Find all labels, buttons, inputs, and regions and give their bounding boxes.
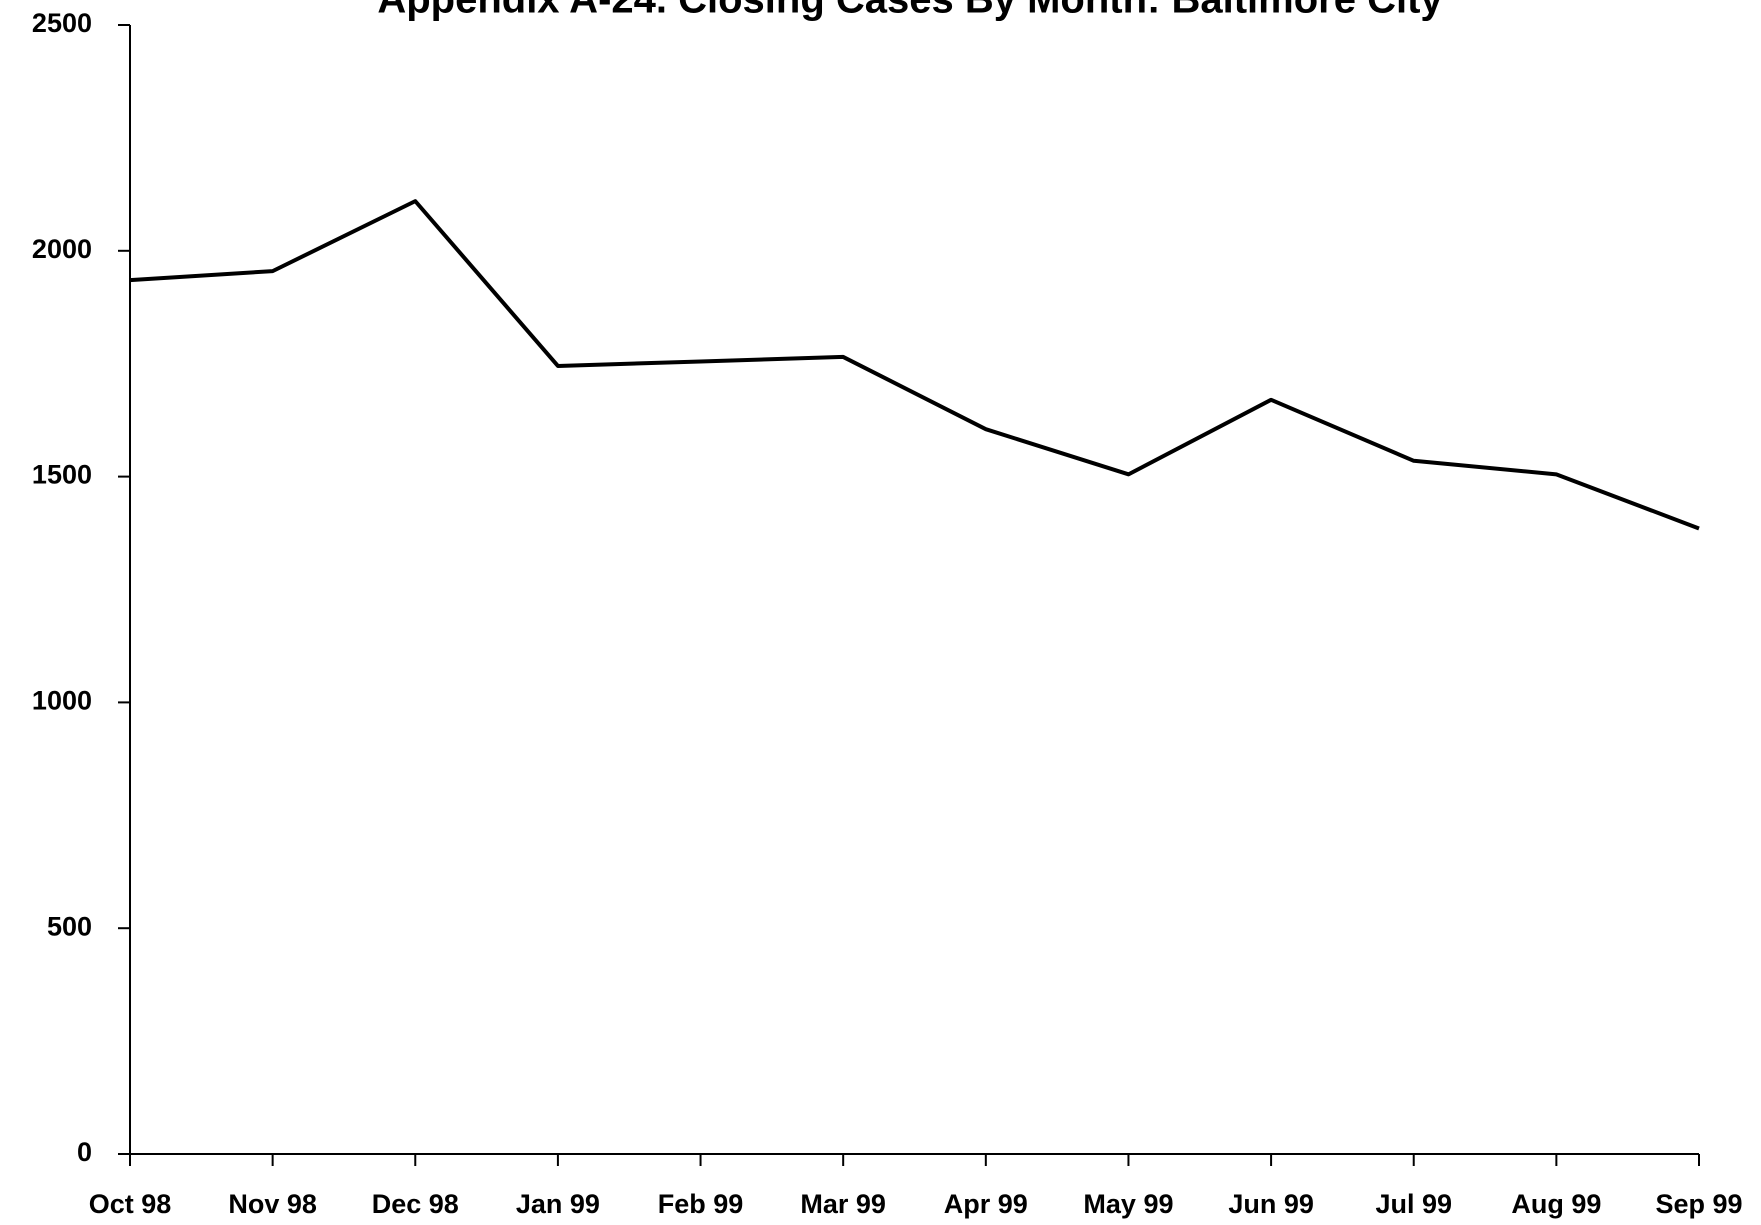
x-tick-label: Feb 99 (658, 1189, 744, 1219)
x-tick-label: Apr 99 (944, 1189, 1028, 1219)
y-tick-label: 2000 (32, 234, 92, 264)
y-tick-label: 1000 (32, 686, 92, 716)
x-tick-label: Dec 98 (372, 1189, 459, 1219)
x-tick-label: Nov 98 (228, 1189, 317, 1219)
y-tick-label: 1500 (32, 460, 92, 490)
y-tick-label: 2500 (32, 8, 92, 38)
x-tick-label: Mar 99 (800, 1189, 886, 1219)
x-tick-label: Sep 99 (1655, 1189, 1742, 1219)
x-tick-label: Oct 98 (89, 1189, 172, 1219)
chart-title: Appendix A-24. Closing Cases By Month: B… (377, 0, 1443, 22)
y-tick-label: 0 (77, 1137, 92, 1167)
x-tick-label: Jan 99 (516, 1189, 600, 1219)
x-tick-label: Aug 99 (1511, 1189, 1601, 1219)
y-tick-label: 500 (47, 911, 92, 941)
x-tick-label: Jun 99 (1228, 1189, 1314, 1219)
data-line (129, 199, 1700, 531)
x-tick-label: Jul 99 (1375, 1189, 1452, 1219)
x-tick-label: May 99 (1083, 1189, 1173, 1219)
